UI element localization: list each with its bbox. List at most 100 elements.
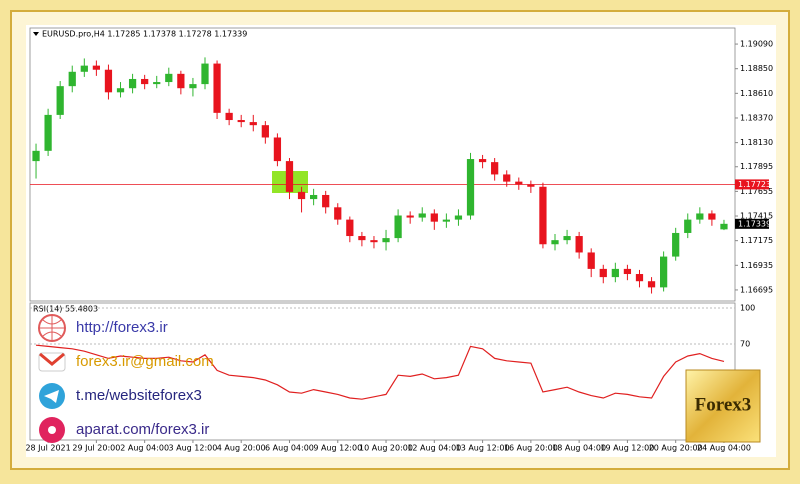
- candle-body: [418, 213, 426, 218]
- candle-body: [92, 65, 100, 70]
- y-tick-label: 100: [740, 304, 755, 313]
- candle-body: [478, 159, 487, 163]
- candle-body: [68, 71, 76, 87]
- candle-body: [310, 194, 318, 200]
- x-tick-label: 18 Aug 04:00: [552, 444, 606, 453]
- candle-body: [647, 281, 656, 288]
- marks: 1.19090 1.18850 1.18610 1.18370 1.18130 1.178…: [25, 40, 773, 453]
- x-tick-label: 4 Aug 20:00: [217, 444, 266, 453]
- candle-body: [128, 78, 137, 89]
- y-tick-label: 1.17415: [740, 212, 773, 221]
- candle-body: [599, 268, 607, 278]
- x-tick-label: 13 Aug 12:00: [456, 444, 510, 453]
- candle-body: [575, 236, 583, 253]
- x-tick-label: 29 Jul 20:00: [72, 444, 120, 453]
- candle-body: [213, 63, 221, 113]
- x-tick-label: 10 Aug 20:00: [359, 444, 413, 453]
- candle-body: [177, 73, 185, 89]
- candle-body: [346, 219, 354, 237]
- candle-body: [611, 268, 619, 278]
- candle-body: [334, 207, 342, 220]
- price-label-box: [735, 179, 769, 190]
- candle-body: [708, 213, 716, 220]
- rsi-title: RSI(14) 55.4803: [33, 305, 98, 314]
- x-tick-label: 3 Aug 12:00: [169, 444, 218, 453]
- y-tick-label: 1.17655: [740, 187, 773, 196]
- candle-body: [32, 150, 40, 162]
- aparat-dot: [48, 426, 56, 434]
- candle-body: [406, 215, 414, 218]
- logo: [685, 369, 761, 443]
- telegram-plane: [44, 390, 59, 403]
- candle-body: [720, 223, 728, 230]
- candle-body: [466, 159, 475, 216]
- current-price-box: [735, 218, 769, 229]
- candle-body: [587, 252, 595, 269]
- candle-body: [273, 137, 282, 162]
- x-tick-label: 9 Aug 12:00: [313, 444, 362, 453]
- price-label: 1.17723: [738, 180, 771, 189]
- candle-body: [322, 194, 330, 208]
- candle-body: [551, 240, 559, 245]
- www-icon-lines: [39, 315, 65, 341]
- link: aparat.com/forex3.ir: [76, 421, 209, 438]
- candle-body: [503, 174, 511, 182]
- candle-body: [201, 63, 209, 85]
- logo-text: Forex3: [695, 394, 752, 415]
- watermark: http://forex3.ir forex3.ir@gmail.com t.m…: [38, 314, 761, 443]
- candle-body: [141, 78, 149, 85]
- y-tick-label: 1.18130: [740, 138, 773, 147]
- candle-body: [56, 86, 64, 115]
- x-tick-label: 6 Aug 04:00: [265, 444, 314, 453]
- x-tick-label: 20 Aug 20:00: [649, 444, 703, 453]
- mail-icon-m: [39, 352, 65, 366]
- candle-body: [382, 238, 390, 243]
- candle-body: [660, 256, 668, 288]
- terminal: [26, 25, 776, 457]
- chart-title: EURUSD.pro,H4 1.17285 1.17378 1.17278 1.…: [42, 30, 247, 39]
- candle-body: [684, 219, 692, 233]
- y-tick-label: 1.18370: [740, 113, 773, 122]
- current-price-label: 1.17339: [738, 219, 771, 228]
- link: forex3.ir@gmail.com: [76, 353, 214, 370]
- candle-body: [116, 88, 125, 93]
- x-tick-label: 16 Aug 20:00: [504, 444, 558, 453]
- rsi-line: [35, 344, 725, 400]
- candle-body: [189, 84, 197, 89]
- y-tick-label: 1.18850: [740, 64, 773, 73]
- candle-body: [80, 65, 88, 72]
- menu-arrow: [33, 32, 39, 36]
- x-tick-label: 2 Aug 04:00: [120, 444, 169, 453]
- x-tick-label: 28 Jul 2021: [25, 444, 70, 453]
- candle-body: [623, 268, 632, 275]
- price-panel: [29, 27, 736, 302]
- y-tick-label: 1.19090: [740, 40, 773, 49]
- candle-body: [285, 161, 294, 192]
- candle-body: [672, 232, 680, 257]
- candle-body: [44, 114, 52, 151]
- candle-body: [539, 186, 547, 245]
- candle-body: [261, 125, 269, 138]
- candle-body: [237, 120, 245, 123]
- candle-body: [249, 122, 257, 126]
- candle-body: [430, 213, 438, 222]
- x-tick-label: 19 Aug 12:00: [600, 444, 654, 453]
- candle-body: [297, 191, 306, 200]
- y-tick-label: 1.16935: [740, 261, 773, 270]
- y-tick-label: 70: [740, 340, 750, 349]
- candle-body: [515, 181, 523, 185]
- x-tick-label: 24 Aug 04:00: [697, 444, 751, 453]
- candle-body: [491, 162, 499, 175]
- link: t.me/websiteforex3: [76, 387, 202, 404]
- candle-body: [563, 236, 571, 241]
- y-tick-label: 1.17895: [740, 162, 773, 171]
- candle-body: [635, 274, 644, 282]
- candle-body: [370, 240, 378, 243]
- candle-body: [454, 215, 463, 220]
- candle-body: [358, 236, 366, 241]
- x-tick-label: 12 Aug 04:00: [407, 444, 461, 453]
- candle-body: [153, 82, 161, 85]
- y-tick-label: 1.16695: [740, 285, 773, 294]
